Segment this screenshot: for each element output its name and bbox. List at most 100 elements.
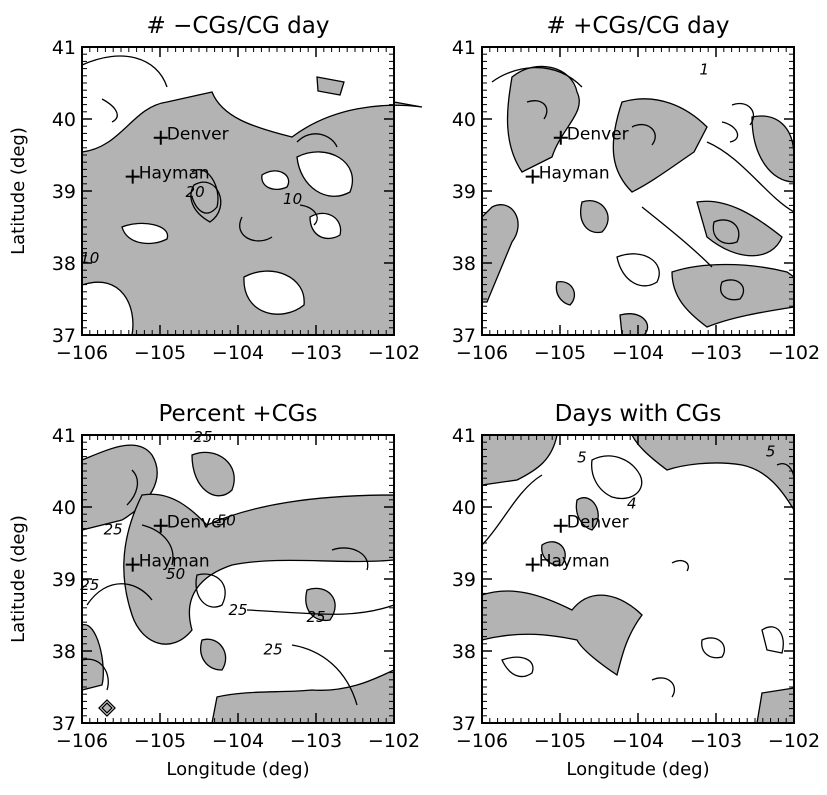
place-label-denver: Denver xyxy=(567,513,629,533)
x-tick-label: −103 xyxy=(690,730,742,752)
x-tick-label: −103 xyxy=(290,730,342,752)
x-tick-label: −103 xyxy=(290,342,342,364)
shaded-region xyxy=(481,65,795,336)
y-tick-label: 39 xyxy=(452,569,476,591)
place-label-denver: Denver xyxy=(167,513,229,533)
contour-label: 5 xyxy=(766,443,776,461)
place-label-hayman: Hayman xyxy=(139,164,210,184)
y-tick-label: 41 xyxy=(452,425,476,447)
y-tick-label: 39 xyxy=(452,181,476,203)
x-tick-label: −106 xyxy=(456,730,508,752)
place-marker-denver xyxy=(153,130,168,145)
y-tick-label: 37 xyxy=(452,713,476,735)
y-axis-label: Latitude (deg) xyxy=(8,515,29,643)
panel-title: # +CGs/CG day xyxy=(547,13,730,39)
place-marker-denver xyxy=(153,518,168,533)
contour-lines xyxy=(81,55,338,242)
y-axis-label: Latitude (deg) xyxy=(8,127,29,255)
panel-pos-cgs-per-day: Denver Hayman 1 −106 −105 −104 −103 −102 37 38… xyxy=(452,13,820,364)
place-label-hayman: Hayman xyxy=(539,164,610,184)
y-tick-label: 39 xyxy=(52,569,76,591)
place-marker-hayman xyxy=(125,169,140,184)
contour-labels: 1 xyxy=(700,60,710,78)
place-markers: Denver Hayman xyxy=(125,513,229,572)
place-marker-denver xyxy=(553,130,568,145)
contour-label: 50 xyxy=(166,565,185,583)
x-tick-label: −106 xyxy=(56,730,108,752)
x-tick-label: −104 xyxy=(212,730,264,752)
x-tick-label: −104 xyxy=(612,342,664,364)
x-tick-label: −102 xyxy=(368,342,420,364)
panel-days-with-cgs: Denver Hayman 5 5 4 −106 −105 −104 −103 −102 37… xyxy=(452,401,820,780)
place-markers: Denver Hayman xyxy=(525,125,629,184)
place-marker-hayman xyxy=(525,557,540,572)
y-tick-label: 40 xyxy=(452,109,476,131)
contour-label: 10 xyxy=(80,249,99,267)
contour-label: 25 xyxy=(80,576,99,594)
y-tick-label: 40 xyxy=(52,109,76,131)
y-tick-label: 40 xyxy=(52,497,76,519)
shaded-region xyxy=(481,434,795,724)
contour-label: 1 xyxy=(700,60,710,78)
y-tick-label: 41 xyxy=(52,425,76,447)
panel-title: Percent +CGs xyxy=(159,401,318,427)
x-tick-label: −104 xyxy=(612,730,664,752)
y-tick-label: 37 xyxy=(52,713,76,735)
y-tick-label: 38 xyxy=(52,641,76,663)
y-tick-label: 40 xyxy=(452,497,476,519)
contour-label: 25 xyxy=(228,601,247,619)
x-tick-label: −102 xyxy=(368,730,420,752)
place-label-hayman: Hayman xyxy=(139,552,210,572)
x-tick-label: −103 xyxy=(690,342,742,364)
place-label-denver: Denver xyxy=(567,125,629,145)
x-tick-label: −105 xyxy=(534,730,586,752)
y-ticks: 37 38 39 40 41 xyxy=(452,37,794,347)
place-marker-hayman xyxy=(525,169,540,184)
shaded-region xyxy=(81,76,423,336)
y-ticks: 37 38 39 40 41 xyxy=(52,37,394,347)
x-ticks: −106 −105 −104 −103 −102 xyxy=(456,435,820,752)
y-tick-label: 41 xyxy=(52,37,76,59)
contour-label: 25 xyxy=(104,520,123,538)
x-tick-label: −102 xyxy=(768,342,820,364)
contour-label: 25 xyxy=(306,608,325,626)
contour-lines xyxy=(481,455,795,698)
y-tick-label: 37 xyxy=(52,325,76,347)
panel-title: Days with CGs xyxy=(555,401,722,427)
x-ticks: −106 −105 −104 −103 −102 xyxy=(56,435,420,752)
y-tick-label: 38 xyxy=(452,641,476,663)
contour-label: 20 xyxy=(186,183,205,201)
x-tick-label: −102 xyxy=(768,730,820,752)
y-tick-label: 41 xyxy=(452,37,476,59)
y-tick-label: 38 xyxy=(452,253,476,275)
place-markers: Denver Hayman xyxy=(125,125,229,184)
contour-label: 5 xyxy=(577,448,587,466)
place-label-hayman: Hayman xyxy=(539,552,610,572)
x-tick-label: −106 xyxy=(456,342,508,364)
contour-labels: 5 5 4 xyxy=(577,443,775,513)
contour-label: 50 xyxy=(217,512,236,530)
panel-neg-cgs-per-day: Denver Hayman 20 10 10 −106 −105 −104 −103 −102… xyxy=(8,13,423,364)
x-tick-label: −105 xyxy=(134,730,186,752)
x-axis-label: Longitude (deg) xyxy=(166,759,309,780)
place-label-denver: Denver xyxy=(167,125,229,145)
x-tick-label: −106 xyxy=(56,342,108,364)
panel-title: # −CGs/CG day xyxy=(147,13,330,39)
contour-lines xyxy=(81,469,395,717)
x-ticks: −106 −105 −104 −103 −102 xyxy=(56,47,420,364)
y-ticks: 37 38 39 40 41 xyxy=(52,425,394,735)
place-marker-denver xyxy=(553,518,568,533)
shaded-region xyxy=(81,444,395,724)
x-tick-label: −105 xyxy=(134,342,186,364)
contour-label: 25 xyxy=(193,428,212,446)
contour-lines xyxy=(491,66,795,301)
x-ticks: −106 −105 −104 −103 −102 xyxy=(456,47,820,364)
x-axis-label: Longitude (deg) xyxy=(566,759,709,780)
x-tick-label: −104 xyxy=(212,342,264,364)
contour-labels: 25 25 25 25 25 25 50 50 xyxy=(80,428,325,658)
place-markers: Denver Hayman xyxy=(525,513,629,572)
x-tick-label: −105 xyxy=(534,342,586,364)
contour-label: 4 xyxy=(627,494,637,512)
